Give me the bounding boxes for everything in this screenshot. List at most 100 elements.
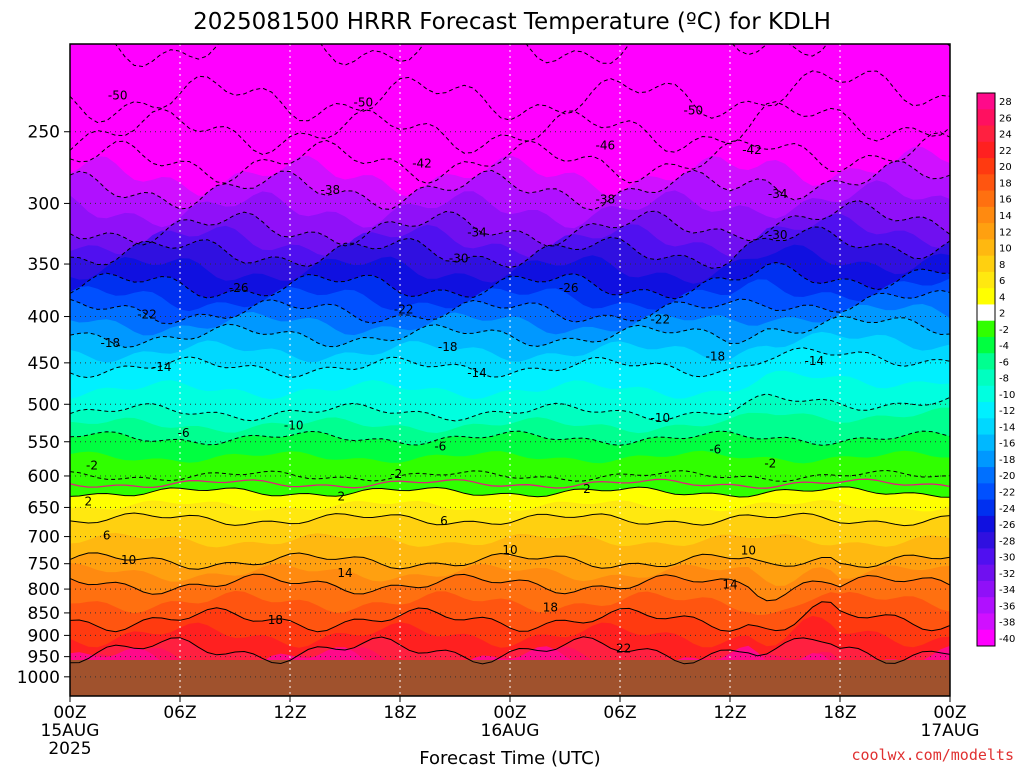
colorbar-swatch [977, 304, 995, 322]
x-tick-year: 2025 [48, 739, 91, 759]
contour-label: 10 [502, 543, 517, 557]
colorbar-tick-label: 24 [999, 130, 1012, 141]
x-tick-date: 16AUG [481, 721, 540, 741]
contour-label: 2 [338, 489, 346, 503]
y-tick-label: 750 [28, 555, 60, 575]
x-tick-label: 18Z [823, 703, 856, 723]
colorbar-tick-label: -34 [999, 585, 1015, 596]
colorbar-tick-label: -12 [999, 406, 1015, 417]
colorbar-tick-label: -20 [999, 471, 1015, 482]
contour-label: 10 [121, 553, 136, 567]
contour-label: -22 [394, 303, 414, 317]
colorbar-swatch [977, 223, 995, 240]
colorbar-tick-label: -14 [999, 422, 1015, 433]
colorbar-swatch [977, 158, 995, 175]
contour-label: -50 [684, 104, 704, 118]
contour-label: -26 [229, 281, 249, 295]
colorbar-tick-label: -10 [999, 390, 1015, 401]
colorbar-tick-label: -28 [999, 536, 1015, 547]
y-axis: 2503003504004505005506006507007508008509… [17, 123, 70, 688]
colorbar-tick-label: -36 [999, 601, 1015, 612]
contour-label: -2 [390, 467, 402, 481]
colorbar-tick-label: 10 [999, 244, 1012, 255]
y-tick-label: 500 [28, 395, 60, 415]
x-tick-label: 00Z [933, 703, 966, 723]
colorbar-swatch [977, 629, 995, 647]
y-tick-label: 250 [28, 123, 60, 143]
colorbar-tick-label: 28 [999, 97, 1012, 108]
colorbar-swatch [977, 499, 995, 517]
colorbar-swatch [977, 418, 995, 436]
colorbar-tick-label: 26 [999, 113, 1012, 124]
contour--6 [70, 430, 950, 446]
colorbar-swatch [977, 353, 995, 370]
colorbar-swatch [977, 483, 995, 501]
x-axis-label: Forecast Time (UTC) [419, 748, 600, 768]
colorbar-tick-label: 16 [999, 195, 1012, 206]
colorbar-tick-label: -40 [999, 634, 1015, 645]
contour-label: 18 [268, 613, 283, 627]
x-tick-label: 12Z [713, 703, 746, 723]
colorbar-swatch [977, 467, 995, 484]
colorbar-swatch [977, 613, 995, 631]
x-tick-label: 18Z [383, 703, 416, 723]
y-tick-label: 550 [28, 433, 60, 453]
x-tick-label: 00Z [493, 703, 526, 723]
colorbar-swatch [977, 174, 995, 192]
contour-14 [70, 573, 950, 602]
contour-label: -6 [709, 443, 721, 457]
colorbar-tick-label: 12 [999, 227, 1012, 238]
x-tick-label: 00Z [53, 703, 86, 723]
contour-label: 6 [103, 528, 111, 542]
contour-label: 14 [722, 578, 737, 592]
contour-label: -18 [101, 336, 121, 350]
contour-label: -50 [108, 89, 128, 103]
y-tick-label: 600 [28, 467, 60, 487]
colorbar-swatch [977, 564, 995, 582]
colorbar-tick-label: 2 [999, 309, 1005, 320]
contour-label: 2 [583, 482, 591, 496]
contour--46 [70, 101, 950, 156]
colorbar-tick-label: 18 [999, 178, 1012, 189]
colorbar: 28 26 24 22 20 18 16 14 12 10 8 6 4 2 -2 -4 -6 -8 -10 -12 -1… [976, 92, 1015, 647]
colorbar-swatch [977, 190, 995, 208]
colorbar-swatch [977, 320, 995, 338]
contour--18 [70, 315, 950, 348]
contour-label: -26 [559, 281, 579, 295]
contour-label: -34 [467, 225, 487, 239]
contour-lines [70, 44, 950, 665]
contour-label: -6 [434, 440, 446, 454]
contour-label: -30 [449, 251, 469, 265]
colorbar-swatch [977, 385, 995, 403]
contour-10 [70, 552, 950, 570]
contour--22 [70, 289, 950, 325]
contour-18 [70, 601, 950, 633]
colorbar-swatch [977, 271, 995, 289]
colorbar-tick-label: 22 [999, 146, 1012, 157]
colorbar-tick-label: 8 [999, 260, 1005, 271]
colorbar-swatch [977, 402, 995, 419]
contour-label: -14 [152, 360, 172, 374]
contour-label: 10 [741, 543, 756, 557]
colorbar-tick-label: 6 [999, 276, 1005, 287]
colorbar-tick-label: -6 [999, 357, 1009, 368]
colorbar-swatch [977, 548, 995, 566]
contour-label: -10 [651, 411, 671, 425]
contour-label: -46 [596, 139, 616, 153]
colorbar-tick-label: -24 [999, 504, 1015, 515]
contour-label: -10 [284, 419, 304, 433]
x-tick-date: 15AUG [41, 721, 100, 741]
colorbar-swatch [977, 336, 995, 354]
colorbar-swatch [977, 580, 995, 598]
y-tick-label: 300 [28, 194, 60, 214]
colorbar-tick-label: -26 [999, 520, 1015, 531]
y-tick-label: 950 [28, 648, 60, 668]
colorbar-swatch [977, 434, 995, 452]
contour-label: 22 [616, 641, 631, 655]
contour-labels: -50 -50-50-46-42-42-38-38 -34-34 -30-30-26-… [85, 89, 825, 656]
colorbar-swatch [977, 125, 995, 143]
colorbar-tick-label: -38 [999, 618, 1015, 629]
contour-label: -38 [321, 183, 341, 197]
x-tick-label: 06Z [163, 703, 196, 723]
